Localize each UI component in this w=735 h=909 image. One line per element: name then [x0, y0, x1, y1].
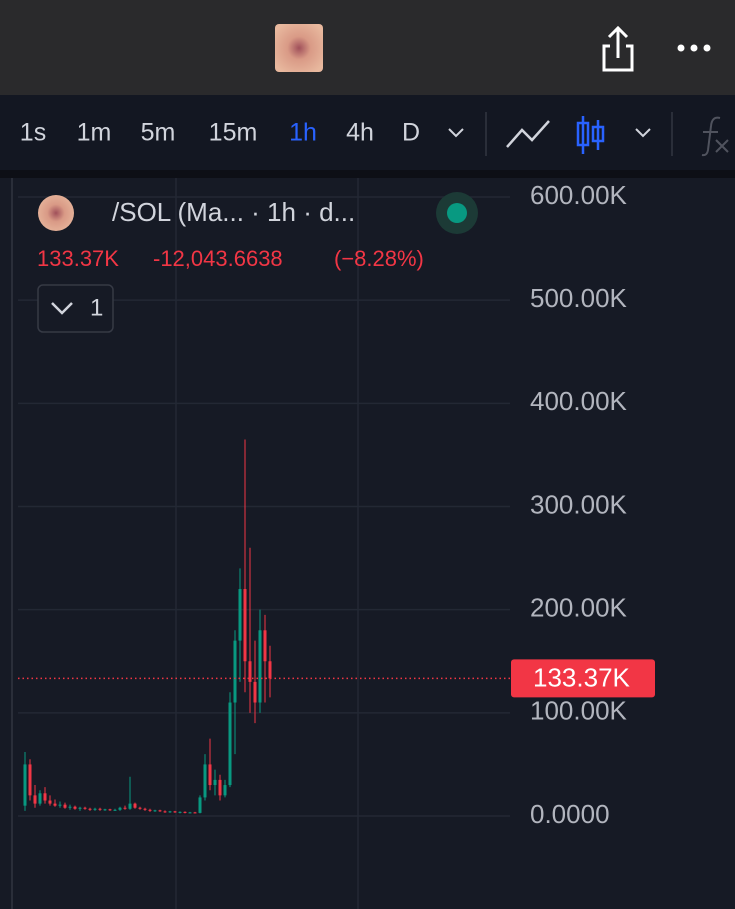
candle-body: [33, 795, 37, 804]
candle-body: [113, 809, 117, 811]
candle-body: [128, 803, 132, 809]
interval-button[interactable]: 1m: [77, 119, 112, 147]
status-dot: [447, 203, 467, 223]
indicator-toggle[interactable]: [37, 284, 114, 333]
legend-symbol: /SOL (Ma... · 1h · d...: [112, 197, 355, 227]
candle-body: [138, 807, 142, 809]
divider: [0, 170, 735, 178]
y-tick-label: 300.00K: [530, 489, 628, 519]
interval-menu[interactable]: [448, 128, 464, 138]
legend-last: 133.37K: [37, 246, 119, 271]
y-tick-label: 500.00K: [530, 283, 628, 313]
y-tick-label: 600.00K: [530, 180, 628, 210]
candle-style[interactable]: [576, 116, 605, 154]
candle-body: [158, 810, 162, 812]
candle-body: [233, 640, 237, 703]
candle-body: [223, 785, 227, 796]
toolbar: [0, 95, 735, 170]
candle-body: [183, 811, 187, 813]
indicator-count: 1: [90, 294, 103, 321]
candle-body: [73, 806, 77, 809]
candle-body: [228, 702, 232, 786]
candle-body: [108, 809, 112, 811]
candle-body: [268, 661, 272, 679]
line-style[interactable]: [506, 120, 550, 148]
candle-body: [238, 589, 242, 641]
token-image[interactable]: [275, 24, 323, 72]
candle-body: [38, 793, 42, 804]
candle-body: [253, 681, 257, 703]
candle-body: [173, 811, 177, 813]
candle-body: [258, 630, 262, 703]
candle-body: [193, 812, 197, 814]
candle-body: [43, 793, 47, 801]
candle-body: [48, 800, 52, 804]
candle-body: [28, 764, 32, 796]
candle-body: [163, 811, 167, 813]
y-tick-label: 400.00K: [530, 386, 628, 416]
candle-body: [53, 803, 57, 806]
candle-body: [118, 807, 122, 810]
candle-body: [133, 803, 137, 808]
last-price-badge: [511, 659, 655, 698]
candle-body: [243, 589, 247, 662]
interval-button[interactable]: D: [402, 119, 420, 147]
indicators-button[interactable]: [701, 116, 729, 157]
chart: 0.0000 100.00K 200.00K 300.00K 400.00K 500.00…: [18, 178, 655, 909]
candle-body: [143, 808, 147, 810]
candle-body: [168, 811, 172, 813]
candle-body: [198, 797, 202, 813]
last-price-label: 133.37K: [533, 662, 631, 692]
candle-body: [68, 806, 72, 808]
candle-body: [213, 779, 217, 786]
interval-button[interactable]: 15m: [209, 119, 258, 147]
candle-body: [103, 809, 107, 811]
toggle-chevron: [51, 302, 73, 315]
candle-body: [83, 807, 87, 809]
candle-body: [203, 764, 207, 798]
candle-body: [263, 630, 267, 662]
candle-body: [148, 809, 152, 811]
more-button[interactable]: [677, 44, 711, 52]
candle-body: [188, 812, 192, 814]
candle-body: [78, 807, 82, 809]
candle-body: [123, 807, 127, 809]
candle-body: [93, 808, 97, 810]
candle-body: [248, 661, 252, 682]
candle-body: [88, 808, 92, 810]
legend-change-pct: (−8.28%): [334, 246, 424, 271]
share-button[interactable]: [602, 25, 634, 72]
interval-button[interactable]: 1s: [20, 119, 46, 147]
y-tick-label: 0.0000: [530, 799, 610, 829]
y-tick-label: 200.00K: [530, 593, 628, 623]
candle-body: [63, 804, 67, 808]
legend-change: -12,043.6638: [153, 246, 283, 271]
candle-body: [58, 804, 62, 806]
top-bar: [0, 0, 735, 95]
interval-button[interactable]: 1h: [289, 119, 317, 147]
interval-button[interactable]: 4h: [346, 119, 374, 147]
candle-body: [208, 764, 212, 786]
candle-body: [218, 779, 222, 796]
candle-body: [23, 764, 27, 806]
legend-avatar: [38, 195, 74, 231]
candle-body: [178, 811, 182, 813]
style-menu[interactable]: [635, 128, 651, 138]
candle-body: [153, 810, 157, 812]
y-tick-label: 100.00K: [530, 696, 628, 726]
interval-button[interactable]: 5m: [141, 119, 176, 147]
candle-body: [98, 808, 102, 810]
